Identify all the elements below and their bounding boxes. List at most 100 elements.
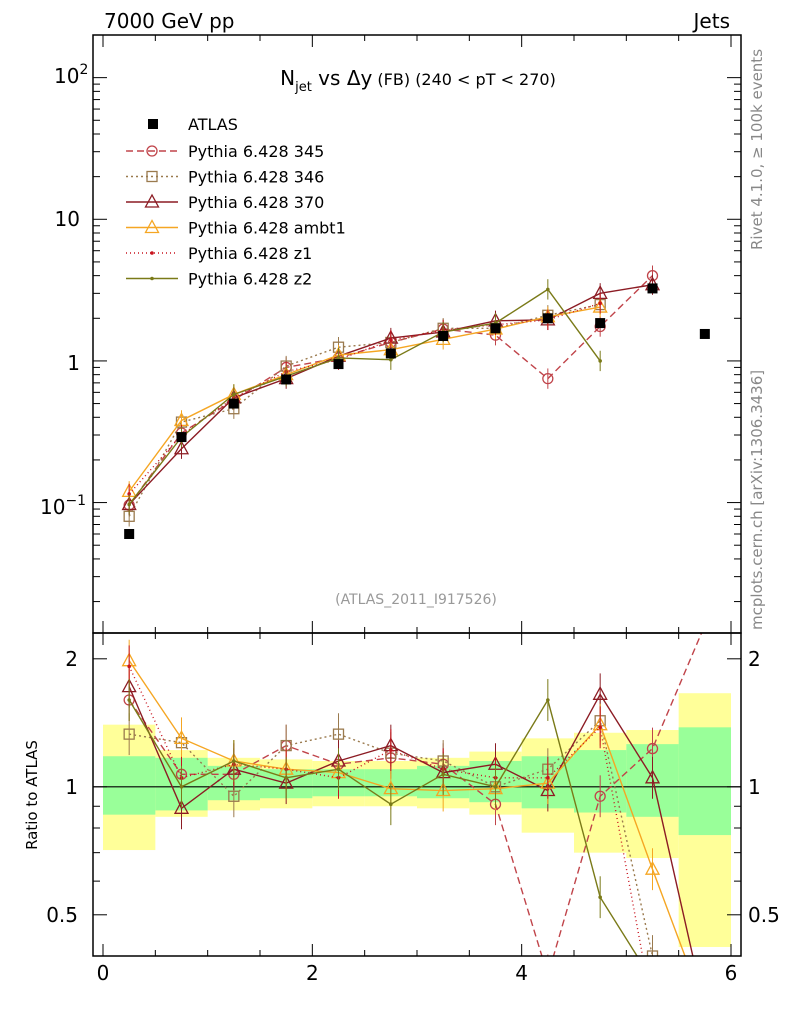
main-point-z1-5 (389, 338, 393, 343)
legend-marker-346 (146, 170, 158, 183)
ratio-line-345 (128, 633, 703, 956)
atlas-point-10 (647, 283, 658, 294)
legend-label-346: Pythia 6.428 346 (188, 168, 324, 187)
ratio-point-z2-10 (651, 979, 655, 983)
ratio-y-tick-labels: 0.5 0.5 1 1 2 2 (46, 647, 780, 927)
ratio-point-370-10 (644, 769, 661, 784)
ratio-bands (103, 693, 731, 947)
ratio-point-z2-8 (546, 698, 550, 702)
main-series (121, 265, 661, 527)
atlas-point-11 (699, 328, 710, 339)
ratio-point-ambt1-10 (644, 860, 661, 875)
legend-label-z2: Pythia 6.428 z2 (188, 270, 312, 289)
atlas-point-9 (595, 318, 606, 329)
legend-atlas-label: ATLAS (188, 115, 238, 134)
ratio-point-z2-1 (179, 785, 184, 789)
main-point-z1-9 (598, 301, 602, 306)
xtick-label-4: 4 (515, 961, 528, 985)
atlas-point-2 (228, 398, 239, 409)
legend-label-ambt1: Pythia 6.428 ambt1 (188, 219, 346, 238)
ratio-point-345-9 (594, 790, 606, 802)
legend: ATLAS Pythia 6.428 345 Pythia 6.428 346 Pyt… (126, 115, 346, 289)
ratio-point-z2-2 (232, 759, 236, 763)
rivet-label: Rivet 4.1.0, ≥ 100k events (748, 49, 766, 250)
legend-label-z1: Pythia 6.428 z1 (188, 244, 312, 263)
axis-ticks (93, 34, 741, 957)
ratio-point-345-8 (543, 970, 553, 980)
ratio-point-346-10 (646, 950, 659, 956)
ytick-label-0.1: 10−1 (40, 493, 86, 519)
ratio-point-z2-5 (389, 802, 393, 807)
atlas-point-4 (333, 359, 344, 370)
legend-marker-345 (146, 145, 158, 157)
xtick-label-0: 0 (97, 961, 110, 985)
ratio-point-z1-10 (651, 1007, 655, 1011)
main-line-ambt1 (128, 306, 601, 492)
atlas-point-0 (124, 528, 135, 539)
legend-marker-z1 (150, 251, 154, 255)
ratio-ytick-right-1: 1 (748, 775, 761, 799)
x-tick-labels: 0 2 4 6 (97, 961, 738, 985)
atlas-point-6 (438, 330, 449, 341)
analysis-watermark: (ATLAS_2011_I917526) (335, 592, 497, 608)
main-point-z2-8 (546, 287, 550, 292)
ratio-ytick-right-0.5: 0.5 (748, 903, 780, 927)
ratio-point-z1-9 (598, 725, 602, 730)
atlas-point-8 (542, 313, 553, 324)
atlas-point-1 (176, 432, 187, 443)
main-line-z1 (128, 302, 601, 495)
ytick-label-100: 102 (54, 62, 88, 88)
legend-marker-370 (144, 193, 160, 208)
main-line-370 (128, 284, 653, 505)
ratio-point-z1-8 (546, 775, 550, 780)
atlas-point-5 (385, 348, 396, 359)
legend-marker-ambt1 (144, 219, 160, 234)
main-point-z1-0 (127, 492, 131, 496)
ratio-ytick-left-0.5: 0.5 (46, 903, 78, 927)
main-point-z2-4 (336, 356, 341, 360)
main-point-370-1 (173, 440, 190, 455)
ratio-point-346-2 (228, 790, 240, 802)
ratio-ytick-left-2: 2 (65, 647, 78, 671)
atlas-point-7 (490, 323, 501, 334)
chart-title: Njet vs Δy (FB) (240 < pT < 270) (280, 66, 556, 95)
ytick-label-10: 10 (55, 207, 80, 231)
ytick-label-1: 1 (67, 351, 80, 375)
ratio-point-z2-3 (284, 775, 288, 780)
ratio-point-z2-0 (127, 698, 131, 702)
main-point-z2-0 (127, 502, 131, 507)
main-point-345-8 (542, 372, 554, 385)
atlas-points (124, 283, 710, 539)
main-line-z2 (128, 288, 601, 505)
ratio-line-370 (128, 686, 694, 956)
ratio-point-z2-4 (336, 767, 341, 772)
ratio-ytick-left-1: 1 (65, 775, 78, 799)
xtick-label-2: 2 (306, 961, 319, 985)
band-inner-11 (678, 727, 731, 836)
xtick-label-6: 6 (725, 961, 738, 985)
main-line-345 (128, 275, 653, 506)
ratio-ytick-right-2: 2 (748, 647, 761, 671)
legend-label-345: Pythia 6.428 345 (188, 142, 324, 161)
ratio-series (121, 633, 703, 1011)
ratio-point-346-4 (332, 728, 345, 740)
ratio-point-z2-6 (441, 772, 445, 777)
ratio-point-z2-7 (493, 785, 498, 789)
ratio-point-346-0 (123, 728, 135, 740)
atlas-point-3 (281, 374, 292, 385)
header-right: Jets (692, 9, 730, 33)
ratio-point-345-10 (646, 742, 659, 755)
legend-atlas-marker (148, 119, 158, 129)
band-inner-0 (103, 756, 156, 815)
ratio-point-z1-0 (127, 664, 131, 669)
legend-marker-z2 (150, 276, 154, 281)
ratio-point-370-9 (592, 685, 608, 700)
ratio-point-ambt1-6 (435, 782, 451, 797)
main-point-z2-2 (232, 392, 236, 397)
legend-label-370: Pythia 6.428 370 (188, 193, 324, 212)
ratio-point-z1-5 (389, 748, 393, 752)
ratio-point-z2-9 (598, 895, 602, 899)
ratio-ylabel: Ratio to ATLAS (23, 740, 41, 850)
main-y-tick-labels: 10−1 1 10 102 (40, 62, 88, 519)
